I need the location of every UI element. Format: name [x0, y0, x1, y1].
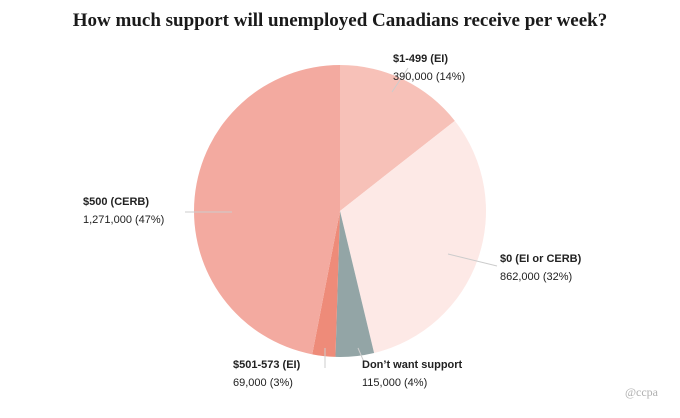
- slice-label-dont-want-support: Don’t want support 115,000 (4%): [362, 356, 462, 392]
- credit-text: @ccpa: [624, 385, 658, 399]
- slice-category: Don’t want support: [362, 359, 463, 371]
- slice-500-cerb: [193, 64, 340, 355]
- slice-label-500-cerb: $500 (CERB) 1,271,000 (47%): [83, 193, 164, 229]
- slice-label-0-ei-or-cerb: $0 (EI or CERB) 862,000 (32%): [500, 250, 581, 286]
- slice-category: $501-573 (EI): [233, 359, 301, 371]
- slice-category: $500 (CERB): [83, 196, 150, 208]
- leader-1-499-ei: [391, 67, 409, 93]
- slice-value: 115,000 (4%): [362, 377, 428, 389]
- slice-label-1-499-ei: $1-499 (EI) 390,000 (14%): [393, 50, 465, 86]
- slice-dont-want-support: [335, 211, 375, 357]
- slice-value: 862,000 (32%): [500, 271, 573, 283]
- slice-category: $0 (EI or CERB): [500, 253, 582, 265]
- slice-501-573-ei: [312, 211, 340, 357]
- slice-value: 390,000 (14%): [393, 71, 466, 83]
- slice-label-501-573-ei: $501-573 (EI) 69,000 (3%): [233, 356, 300, 392]
- slice-value: 69,000 (3%): [233, 377, 293, 389]
- chart-title: How much support will unemployed Canadia…: [72, 10, 608, 31]
- leader-0-ei-or-cerb: [447, 253, 498, 267]
- slice-0-ei-or-cerb: [340, 120, 486, 353]
- slice-1-499-ei: [340, 65, 455, 211]
- slice-category: $1-499 (EI): [393, 53, 449, 65]
- leader-dont-want-support: [357, 347, 365, 363]
- slice-value: 1,271,000 (47%): [83, 214, 165, 226]
